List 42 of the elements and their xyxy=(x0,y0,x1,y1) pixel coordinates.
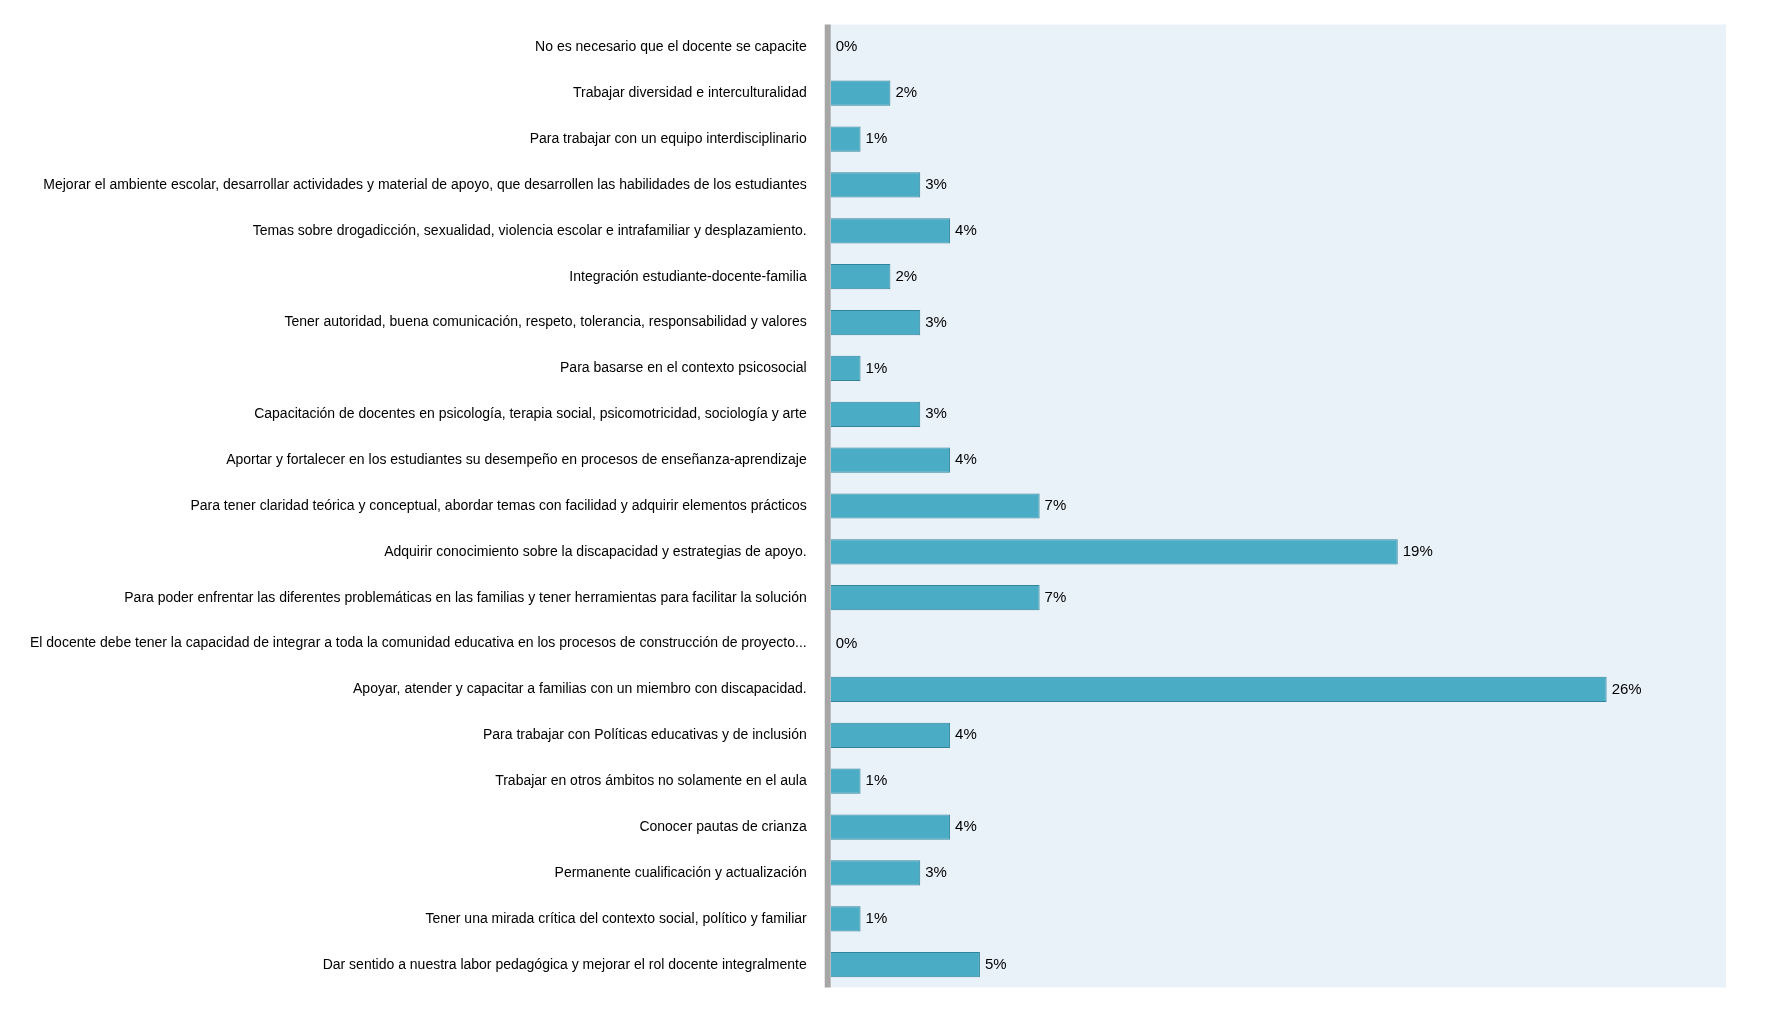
y-tick-label: Para poder enfrentar las diferentes problemáticas en las familias y tener herramientas para facilitar la solución xyxy=(124,588,807,605)
y-tick-label: Temas sobre drogadicción, sexualidad, violencia escolar e intrafamiliar y desplazamiento. xyxy=(252,221,807,238)
y-tick-label: Conocer pautas de crianza xyxy=(639,817,807,834)
y-tick-label: No es necesario que el docente se capacite xyxy=(535,38,807,55)
y-tick-label: Para trabajar con Políticas educativas y de inclusión xyxy=(482,726,807,743)
y-tick-label: Para tener claridad teórica y conceptual, abordar temas con facilidad y adquirir elementos prácticos xyxy=(190,496,807,513)
data-label: 1% xyxy=(865,358,888,376)
y-tick-label: Tener una mirada crítica del contexto social, político y familiar xyxy=(425,909,808,926)
y-tick-label: Apoyar, atender y capacitar a familias con un miembro con discapacidad. xyxy=(353,680,807,697)
y-tick-label: Tener autoridad, buena comunicación, respeto, tolerancia, responsabilidad y valores xyxy=(284,313,807,330)
data-label: 3% xyxy=(925,863,947,881)
y-tick-label: Dar sentido a nuestra labor pedagógica y mejorar el rol docente integralmente xyxy=(322,955,807,972)
data-label: 3% xyxy=(925,175,947,193)
y-tick-label: Integración estudiante-docente-familia xyxy=(569,267,807,284)
data-label: 4% xyxy=(955,220,977,238)
y-tick-label: Para trabajar con un equipo interdisciplinario xyxy=(529,129,807,146)
data-label: 1% xyxy=(865,771,888,789)
data-label: 2% xyxy=(895,83,918,101)
data-label: 3% xyxy=(925,404,947,422)
data-label: 4% xyxy=(955,817,977,835)
y-tick-label: Permanente cualificación y actualización xyxy=(554,863,807,880)
data-label: 1% xyxy=(865,129,888,147)
data-label: 4% xyxy=(955,450,977,468)
data-label: 0% xyxy=(835,37,858,55)
y-tick-label: Para basarse en el contexto psicosocial xyxy=(560,359,807,376)
y-tick-label: Trabajar diversidad e interculturalidad xyxy=(573,84,807,101)
data-label: 26% xyxy=(1611,679,1642,697)
data-label: 19% xyxy=(1402,542,1433,560)
data-label: 7% xyxy=(1044,496,1067,514)
y-tick-label: Adquirir conocimiento sobre la discapacidad y estrategias de apoyo. xyxy=(384,542,807,559)
y-tick-label: Mejorar el ambiente escolar, desarrollar actividades y material de apoyo, que desarrollen las habilidades de los estudiantes xyxy=(43,175,807,192)
data-label: 7% xyxy=(1044,587,1067,605)
data-label: 3% xyxy=(925,312,947,330)
y-tick-label: Trabajar en otros ámbitos no solamente en el aula xyxy=(495,772,807,789)
data-label: 5% xyxy=(984,954,1007,972)
data-label: 4% xyxy=(955,725,977,743)
data-label: 1% xyxy=(865,908,888,926)
y-tick-label: Capacitación de docentes en psicología, terapia social, psicomotricidad, sociología y arte xyxy=(254,405,807,422)
y-tick-label: El docente debe tener la capacidad de integrar a toda la comunidad educativa en los procesos de construcción de proyecto... xyxy=(29,634,807,651)
data-label: 2% xyxy=(895,266,918,284)
y-tick-label: Aportar y fortalecer en los estudiantes su desempeño en procesos de enseñanza-aprendizaje xyxy=(226,450,807,467)
data-label: 0% xyxy=(835,633,858,651)
